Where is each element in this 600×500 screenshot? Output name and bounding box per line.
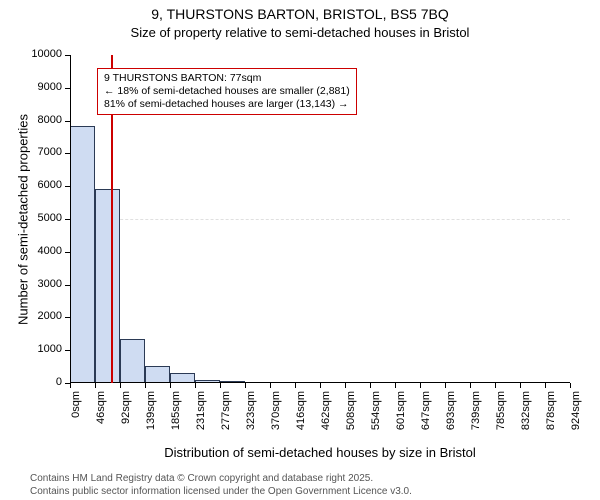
y-tick <box>65 186 70 187</box>
y-tick <box>65 219 70 220</box>
x-tick <box>320 383 321 388</box>
info-box-line3: 81% of semi-detached houses are larger (… <box>104 98 350 111</box>
x-tick <box>520 383 521 388</box>
footer-line2: Contains public sector information licen… <box>30 486 412 499</box>
marker-info-box: 9 THURSTONS BARTON: 77sqm ← 18% of semi-… <box>97 68 357 115</box>
y-tick-label: 9000 <box>20 81 62 93</box>
histogram-bar <box>120 339 145 383</box>
x-tick <box>570 383 571 388</box>
histogram-bar <box>95 189 120 383</box>
x-tick-label: 924sqm <box>570 391 582 441</box>
x-axis-title: Distribution of semi-detached houses by … <box>70 445 570 460</box>
y-axis-line <box>70 55 71 383</box>
y-tick-label: 3000 <box>20 278 62 290</box>
histogram-bar <box>70 126 95 383</box>
y-tick <box>65 252 70 253</box>
x-tick <box>495 383 496 388</box>
y-tick-label: 1000 <box>20 343 62 355</box>
x-tick-label: 878sqm <box>545 391 557 441</box>
y-tick-label: 8000 <box>20 114 62 126</box>
x-tick <box>120 383 121 388</box>
info-box-line2: ← 18% of semi-detached houses are smalle… <box>104 85 350 98</box>
grid-line <box>70 219 570 221</box>
x-tick-label: 601sqm <box>395 391 407 441</box>
y-tick-label: 4000 <box>20 245 62 257</box>
y-tick <box>65 121 70 122</box>
x-tick-label: 416sqm <box>295 391 307 441</box>
x-tick <box>445 383 446 388</box>
x-tick <box>195 383 196 388</box>
y-tick-label: 10000 <box>20 48 62 60</box>
y-tick-label: 6000 <box>20 179 62 191</box>
x-tick-label: 554sqm <box>370 391 382 441</box>
info-box-line1: 9 THURSTONS BARTON: 77sqm <box>104 72 350 85</box>
x-tick-label: 277sqm <box>220 391 232 441</box>
x-tick <box>220 383 221 388</box>
x-tick <box>270 383 271 388</box>
attribution-footer: Contains HM Land Registry data © Crown c… <box>30 473 412 498</box>
x-tick-label: 0sqm <box>70 391 82 441</box>
x-tick <box>545 383 546 388</box>
x-tick-label: 832sqm <box>520 391 532 441</box>
histogram-bar <box>145 366 170 383</box>
x-tick-label: 139sqm <box>145 391 157 441</box>
footer-line1: Contains HM Land Registry data © Crown c… <box>30 473 412 486</box>
x-tick-label: 323sqm <box>245 391 257 441</box>
y-tick-label: 2000 <box>20 310 62 322</box>
x-tick <box>245 383 246 388</box>
y-tick-label: 7000 <box>20 146 62 158</box>
chart-title-2: Size of property relative to semi-detach… <box>0 25 600 40</box>
y-tick-label: 0 <box>20 376 62 388</box>
x-tick <box>70 383 71 388</box>
y-tick <box>65 153 70 154</box>
x-tick-label: 231sqm <box>195 391 207 441</box>
y-tick <box>65 88 70 89</box>
x-tick-label: 370sqm <box>270 391 282 441</box>
x-tick <box>95 383 96 388</box>
x-tick <box>345 383 346 388</box>
chart-title-1: 9, THURSTONS BARTON, BRISTOL, BS5 7BQ <box>0 6 600 22</box>
x-tick <box>170 383 171 388</box>
x-tick <box>295 383 296 388</box>
x-tick-label: 185sqm <box>170 391 182 441</box>
x-tick-label: 92sqm <box>120 391 132 441</box>
y-tick-label: 5000 <box>20 212 62 224</box>
x-tick-label: 739sqm <box>470 391 482 441</box>
x-tick-label: 693sqm <box>445 391 457 441</box>
y-tick <box>65 350 70 351</box>
y-tick <box>65 55 70 56</box>
x-tick <box>470 383 471 388</box>
x-tick <box>420 383 421 388</box>
x-tick-label: 462sqm <box>320 391 332 441</box>
y-tick <box>65 285 70 286</box>
x-tick-label: 508sqm <box>345 391 357 441</box>
x-tick-label: 785sqm <box>495 391 507 441</box>
x-tick <box>395 383 396 388</box>
x-tick-label: 647sqm <box>420 391 432 441</box>
x-tick <box>145 383 146 388</box>
chart-container: 9, THURSTONS BARTON, BRISTOL, BS5 7BQ Si… <box>0 0 600 500</box>
x-tick-label: 46sqm <box>95 391 107 441</box>
x-tick <box>370 383 371 388</box>
y-tick <box>65 317 70 318</box>
